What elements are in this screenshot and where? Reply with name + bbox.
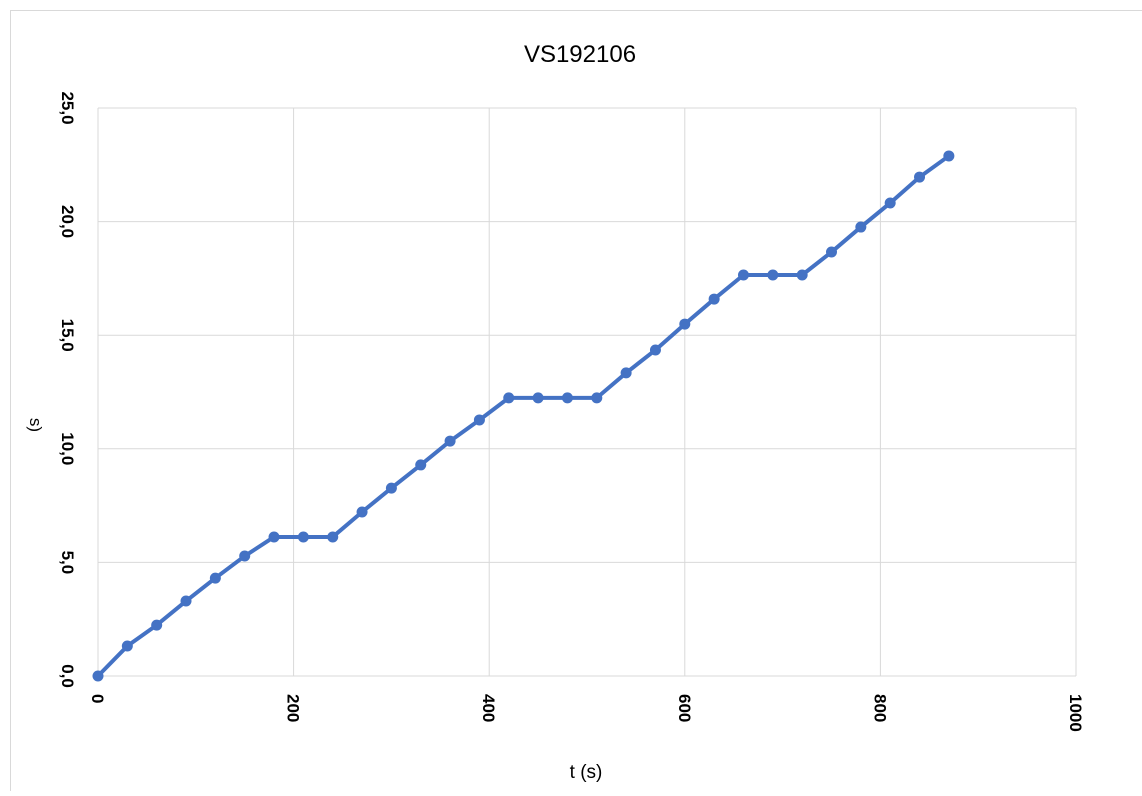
data-point <box>738 269 749 280</box>
data-point <box>797 269 808 280</box>
data-point <box>210 573 221 584</box>
data-point <box>298 531 309 542</box>
data-point <box>503 392 514 403</box>
data-point <box>679 319 690 330</box>
chart-frame <box>11 11 1142 792</box>
x-tick-label: 800 <box>870 694 889 722</box>
data-point <box>239 551 250 562</box>
y-axis-label: s) <box>26 418 45 432</box>
data-point <box>885 197 896 208</box>
data-point <box>415 459 426 470</box>
data-point <box>445 436 456 447</box>
x-tick-label: 1000 <box>1066 694 1085 732</box>
data-point <box>122 641 133 652</box>
data-point <box>943 150 954 161</box>
data-point <box>650 344 661 355</box>
data-point <box>93 671 104 682</box>
y-tick-label: 20,0 <box>58 205 77 238</box>
data-point <box>621 367 632 378</box>
y-tick-label: 15,0 <box>58 319 77 352</box>
data-point <box>357 506 368 517</box>
x-tick-label: 0 <box>88 694 107 703</box>
data-point <box>151 620 162 631</box>
data-point <box>591 392 602 403</box>
data-point <box>562 392 573 403</box>
data-point <box>327 531 338 542</box>
x-tick-label: 600 <box>675 694 694 722</box>
x-axis-label: t (s) <box>570 762 603 783</box>
y-tick-label: 5,0 <box>58 551 77 575</box>
y-tick-label: 25,0 <box>58 91 77 124</box>
y-tick-label: 0,0 <box>58 664 77 688</box>
chart-title: VS192106 <box>524 41 636 68</box>
data-point <box>533 392 544 403</box>
data-point <box>709 294 720 305</box>
data-point <box>386 483 397 494</box>
data-point <box>767 269 778 280</box>
data-point <box>826 247 837 258</box>
data-point <box>914 172 925 183</box>
x-tick-label: 400 <box>479 694 498 722</box>
data-point <box>474 414 485 425</box>
y-tick-label: 10,0 <box>58 432 77 465</box>
data-point <box>855 222 866 233</box>
data-point <box>269 531 280 542</box>
x-tick-label: 200 <box>284 694 303 722</box>
data-point <box>181 596 192 607</box>
